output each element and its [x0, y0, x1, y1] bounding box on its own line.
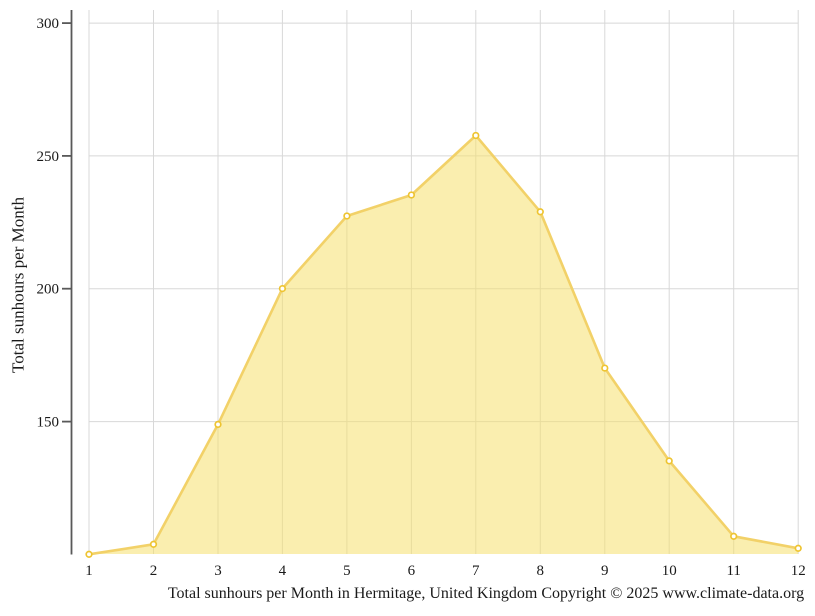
svg-text:12: 12 — [791, 563, 806, 579]
svg-text:250: 250 — [37, 149, 60, 165]
svg-text:8: 8 — [537, 563, 545, 579]
svg-text:150: 150 — [37, 415, 60, 431]
svg-text:3: 3 — [214, 563, 222, 579]
svg-text:6: 6 — [408, 563, 416, 579]
svg-text:7: 7 — [472, 563, 480, 579]
svg-text:11: 11 — [726, 563, 740, 579]
svg-text:9: 9 — [601, 563, 609, 579]
svg-text:5: 5 — [343, 563, 351, 579]
svg-text:Total sunhours per Month: Total sunhours per Month — [9, 197, 28, 373]
svg-text:10: 10 — [662, 563, 677, 579]
svg-text:Total sunhours per Month in He: Total sunhours per Month in Hermitage, U… — [168, 585, 804, 602]
svg-text:200: 200 — [37, 282, 60, 298]
svg-text:300: 300 — [37, 16, 60, 32]
svg-text:1: 1 — [85, 563, 93, 579]
svg-text:4: 4 — [279, 563, 287, 579]
svg-text:2: 2 — [150, 563, 158, 579]
